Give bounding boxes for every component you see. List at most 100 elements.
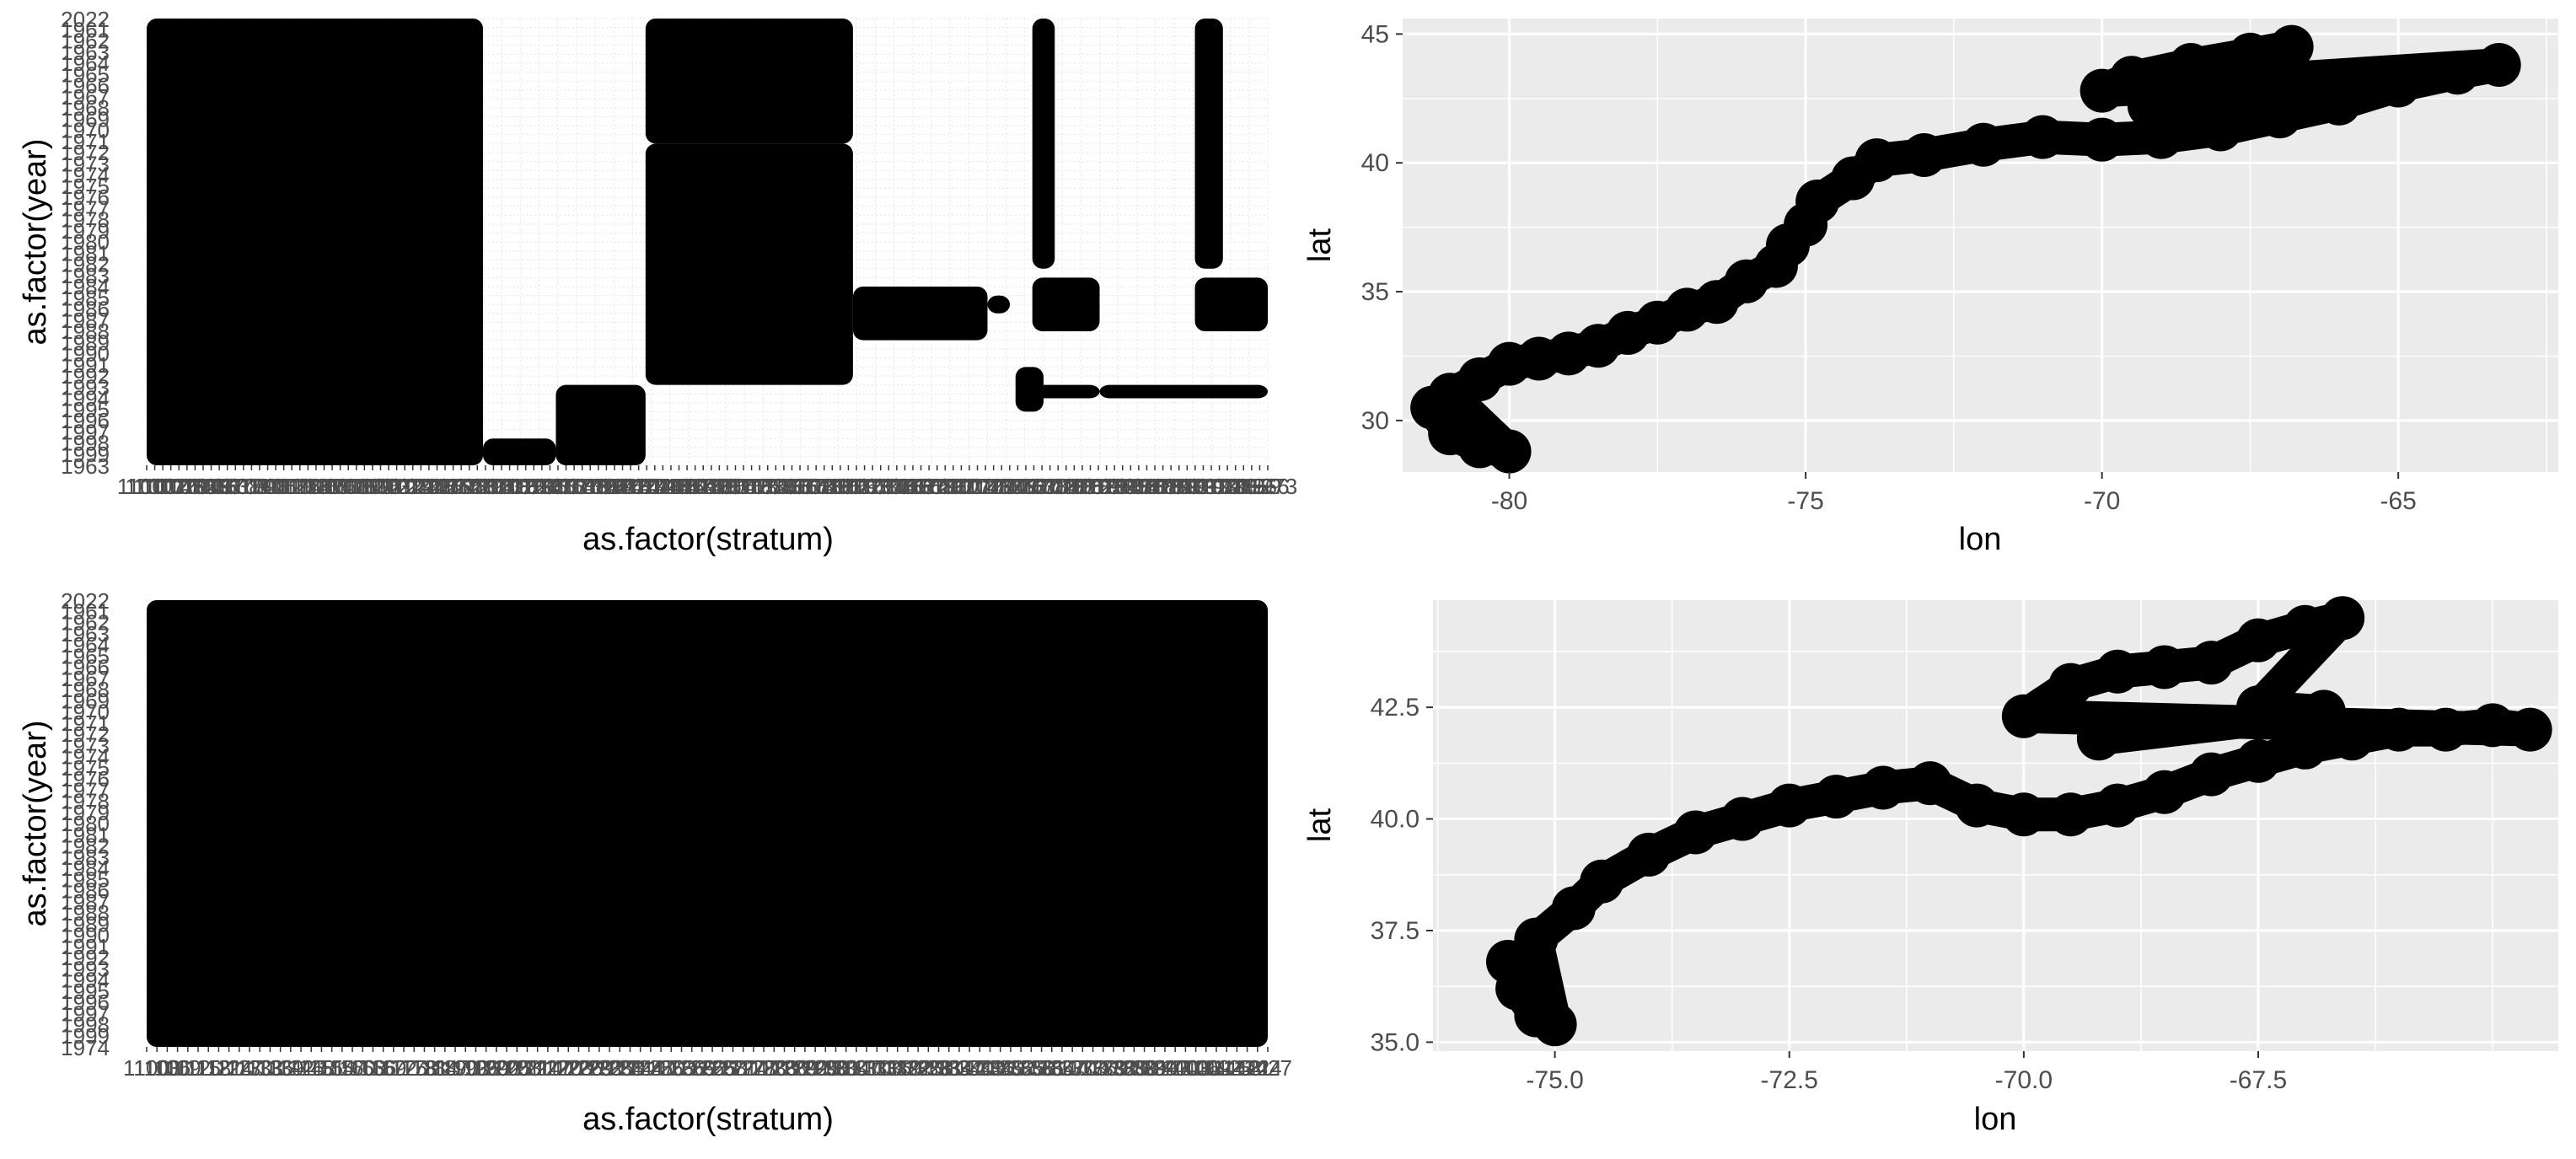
x-tick-label: 1121	[195, 1055, 242, 1081]
y-tick-label: 1971	[61, 711, 110, 736]
x-tick-label: 11483	[674, 474, 733, 499]
y-tick-label: 1964	[61, 51, 110, 76]
x-tick-label: 1220	[534, 1055, 582, 1081]
marks-bottom-right	[1486, 596, 2552, 1047]
x-tick-label: 11833	[1076, 474, 1135, 499]
x-tick-label: 11812	[1053, 474, 1112, 499]
x-tick-label: 1190	[432, 1055, 479, 1081]
x-tick-label: 1424	[1233, 1055, 1282, 1081]
x-tick-label: 11007	[125, 474, 184, 499]
x-tick-label: -70.0	[1995, 1066, 2053, 1094]
x-tick-label: 1289	[770, 1055, 819, 1081]
x-tick-label: 1184	[411, 1055, 459, 1081]
x-tick-label: 1223	[544, 1055, 593, 1081]
x-tick-label: 1331	[915, 1055, 963, 1081]
x-tick-label: 1403	[1161, 1055, 1210, 1081]
y-tick-label: 1999	[61, 442, 110, 467]
x-tick-label: 11084	[214, 474, 273, 499]
y-tick-label: 1992	[61, 945, 110, 970]
x-tick-label: 11553	[754, 474, 813, 499]
x-tick-label: 11602	[811, 474, 870, 499]
marks-top-right	[1410, 24, 2521, 474]
x-tick-label: 1241	[606, 1055, 655, 1081]
x-tick-label: 11112	[248, 474, 304, 499]
x-tick-label: 11322	[488, 474, 547, 499]
ticks-bottom-right: -75.0 -72.5 -70.0 -67.5 35.0 37.5 40.0 42.5	[1371, 694, 2288, 1094]
x-tick-label: -80	[1491, 487, 1527, 515]
x-tick-label: 1136	[246, 1055, 293, 1081]
x-tick-label: 1157	[319, 1055, 366, 1081]
x-tick-label: 1160	[329, 1055, 376, 1081]
x-tick-label: 11735	[963, 474, 1022, 499]
x-tick-label: 1106	[143, 1055, 191, 1081]
x-tick-label: 1196	[452, 1055, 499, 1081]
y-axis-title: as.factor(year)	[18, 139, 53, 346]
x-tick-label: 11434	[617, 474, 676, 499]
x-tick-label: 1202	[472, 1055, 521, 1081]
x-tick-label: 11532	[730, 474, 789, 499]
y-tick-label: 37.5	[1371, 917, 1419, 945]
y-tick-label: 1999	[61, 1023, 110, 1049]
y-tick-label: 1969	[61, 106, 110, 131]
y-tick-label: 1966	[61, 73, 110, 99]
y-tick-label: 1988	[61, 319, 110, 344]
x-tick-label: 11343	[513, 474, 572, 499]
x-tick-label: -65	[2380, 487, 2416, 515]
x-tick-label: 1205	[482, 1055, 531, 1081]
x-tick-label: 11959	[1222, 474, 1281, 499]
x-tick-label: 11644	[859, 474, 918, 499]
x-tick-label: 1400	[1151, 1055, 1199, 1081]
y-tick-label: 1981	[61, 240, 110, 266]
x-tick-label: 11175	[319, 474, 377, 499]
point-band	[147, 19, 483, 465]
x-tick-label: 11861	[1109, 474, 1168, 499]
x-tick-label: 11231	[384, 474, 443, 499]
y-tick-label-bottom: 1963	[61, 453, 110, 479]
x-tick-label: 11546	[746, 474, 805, 499]
x-tick-label: 11623	[835, 474, 894, 499]
y-tick-label: 1978	[61, 207, 110, 233]
point-band	[1194, 277, 1268, 331]
x-tick-label: 11658	[875, 474, 934, 499]
x-tick-label: 11651	[867, 474, 926, 499]
y-tick-label: 1991	[61, 352, 110, 378]
y-tick-label: 1974	[61, 744, 110, 770]
y-tick-label: 1984	[61, 274, 110, 299]
x-tick-label: 1379	[1079, 1055, 1128, 1081]
x-tick-label: 1373	[1058, 1055, 1107, 1081]
y-tick-label: 1982	[61, 834, 110, 859]
x-tick-label: -75	[1787, 487, 1823, 515]
x-tick-label: 1262	[678, 1055, 727, 1081]
x-tick-label: 11189	[335, 474, 393, 499]
y-tick-label: 1972	[61, 140, 110, 165]
point-cloud-segment	[2081, 695, 2341, 756]
y-tick-label: 1980	[61, 229, 110, 255]
x-tick-label: 1310	[842, 1055, 891, 1081]
x-tick-label: 1385	[1099, 1055, 1148, 1081]
x-tick-label: 11392	[569, 474, 628, 499]
y-tick-label: 1977	[61, 777, 110, 802]
y-tick-label: 1981	[61, 822, 110, 847]
y-tick-label: 1994	[61, 968, 110, 993]
x-tick-label: 1130	[226, 1055, 273, 1081]
y-tick-label: 1968	[61, 677, 110, 702]
y-tick-label: 1994	[61, 386, 110, 411]
y-tick-label: 1986	[61, 878, 110, 904]
y-tick-label: 30	[1361, 407, 1389, 435]
x-tick-label: 11133	[271, 474, 329, 499]
x-tick-label: 11581	[786, 474, 845, 499]
x-tick-label: 1334	[925, 1055, 974, 1081]
x-tick-label: 11252	[407, 474, 466, 499]
y-tick-label: 1973	[61, 151, 110, 176]
x-tick-label: 11217	[367, 474, 426, 499]
x-tick-label: 11721	[947, 474, 1006, 499]
x-tick-label: 1103	[133, 1055, 180, 1081]
x-tick-label: 11182	[328, 474, 385, 499]
x-tick-label: 1346	[966, 1055, 1015, 1081]
point-band	[987, 295, 1011, 314]
x-tick-label: 1340	[945, 1055, 994, 1081]
x-tick-label: 11945	[1206, 474, 1265, 499]
x-tick-label: 11973	[1238, 474, 1297, 499]
y-tick-label: 1993	[61, 374, 110, 400]
y-tick-label: 1998	[61, 431, 110, 456]
